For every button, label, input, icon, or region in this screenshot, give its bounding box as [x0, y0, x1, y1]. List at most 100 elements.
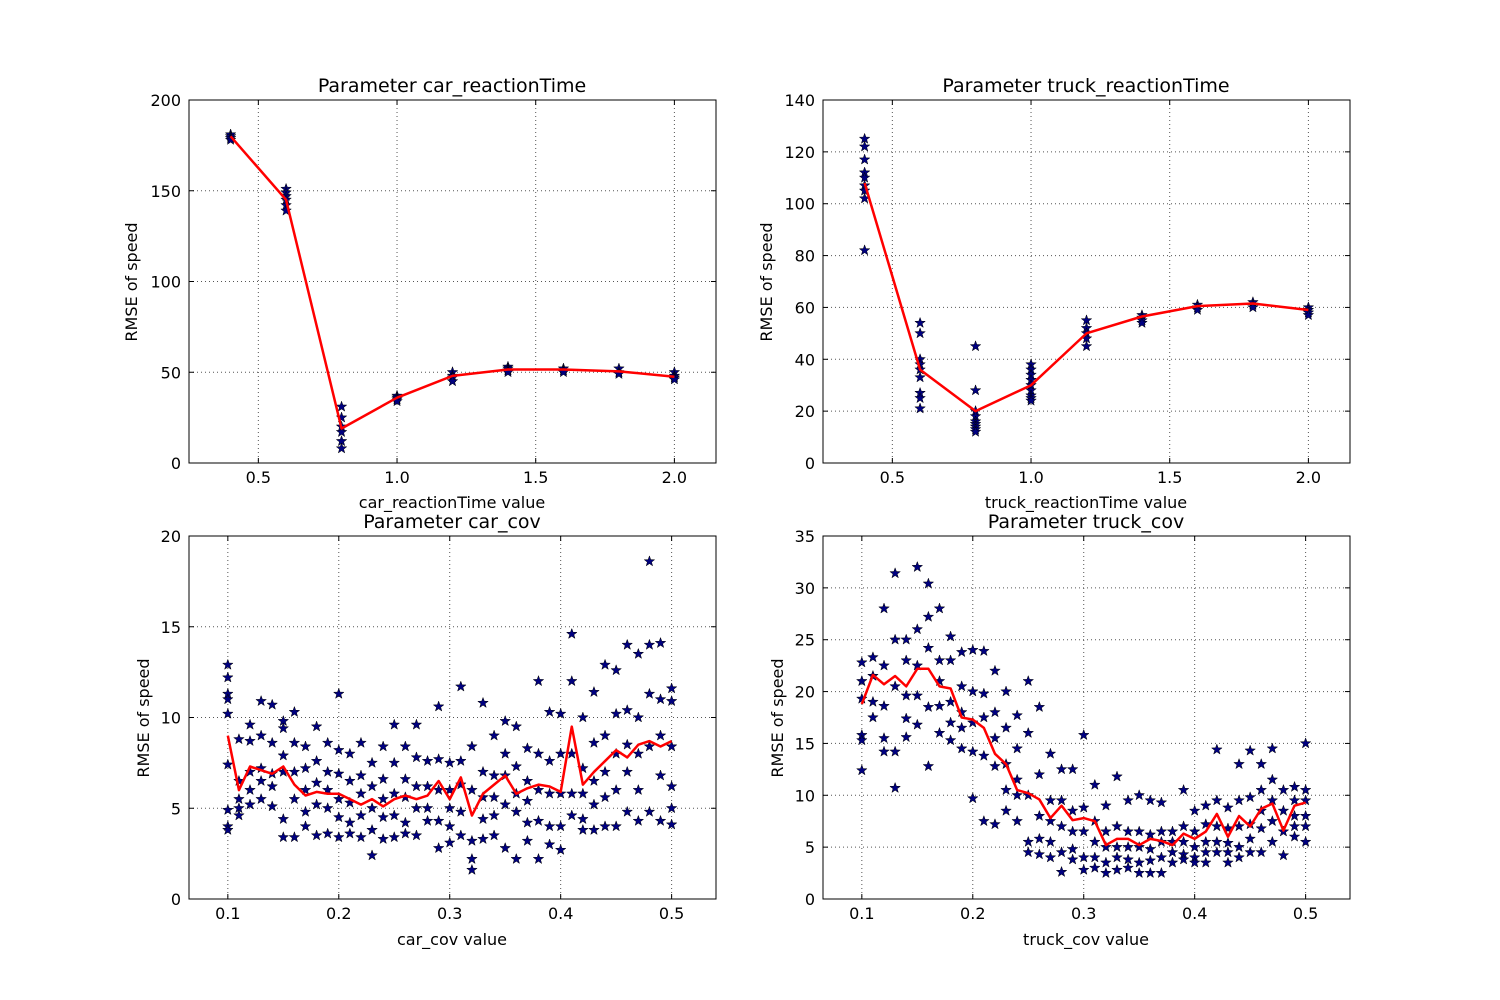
- data-point: [1144, 843, 1156, 855]
- data-point: [1111, 820, 1123, 832]
- data-point: [310, 720, 323, 732]
- y-tick-label: 20: [795, 402, 815, 421]
- data-point: [1133, 789, 1145, 801]
- data-point: [969, 340, 982, 352]
- data-point: [1022, 846, 1034, 858]
- data-point: [1266, 815, 1279, 827]
- data-point: [355, 831, 367, 843]
- data-point: [1055, 763, 1068, 775]
- data-point: [432, 842, 445, 854]
- data-point: [1155, 867, 1168, 878]
- data-point: [878, 700, 890, 711]
- data-point: [1211, 794, 1223, 806]
- data-point: [1177, 853, 1190, 865]
- data-point: [621, 738, 633, 750]
- data-point: [1233, 794, 1245, 806]
- series-line: [226, 725, 673, 817]
- series-line: [863, 182, 1309, 413]
- data-point: [444, 756, 456, 768]
- data-point: [244, 735, 256, 746]
- data-point: [532, 675, 545, 687]
- data-point: [621, 704, 633, 716]
- data-point: [1055, 846, 1068, 858]
- data-point: [922, 701, 935, 713]
- data-point: [922, 760, 935, 772]
- x-tick-label: 0.1: [215, 904, 240, 923]
- data-point: [566, 628, 578, 639]
- y-axis-label: RMSE of speed: [757, 222, 776, 341]
- data-point: [399, 816, 412, 828]
- data-point: [967, 792, 979, 804]
- data-point: [1200, 799, 1212, 811]
- data-point: [599, 820, 611, 832]
- x-tick-label: 2.0: [662, 468, 687, 487]
- data-point: [1288, 820, 1301, 832]
- data-point: [321, 765, 334, 777]
- y-tick-label: 140: [784, 91, 815, 110]
- y-tick-label: 15: [795, 734, 815, 753]
- y-tick-label: 30: [795, 579, 815, 598]
- data-point: [1133, 856, 1145, 868]
- data-point: [510, 720, 522, 732]
- data-point: [922, 610, 935, 622]
- data-point: [1222, 846, 1234, 858]
- data-point: [299, 740, 312, 752]
- data-point: [477, 696, 489, 708]
- y-tick-label: 10: [161, 709, 181, 728]
- x-axis-label: car_reactionTime value: [359, 493, 545, 513]
- data-point: [1211, 743, 1223, 755]
- data-point: [410, 751, 423, 763]
- data-point: [900, 689, 912, 701]
- data-point: [1033, 810, 1046, 821]
- data-point: [911, 718, 924, 730]
- data-point: [222, 658, 234, 670]
- data-point: [466, 740, 478, 752]
- data-point: [1188, 841, 1201, 853]
- data-point: [244, 798, 256, 810]
- data-point: [255, 729, 267, 741]
- data-point: [889, 745, 901, 757]
- subplot-truck-cov: Parameter truck_cov truck_cov value RMSE…: [768, 511, 1184, 950]
- axes-frame: [822, 99, 1351, 464]
- data-point: [1122, 825, 1134, 837]
- data-point: [1188, 804, 1201, 816]
- data-point: [521, 775, 534, 786]
- data-point: [1044, 747, 1057, 759]
- data-point: [1033, 832, 1046, 844]
- data-point: [543, 787, 556, 799]
- data-point: [499, 842, 511, 854]
- data-point: [911, 623, 924, 635]
- data-point: [1100, 799, 1112, 811]
- data-point: [488, 769, 500, 781]
- data-point: [1255, 822, 1267, 834]
- data-point: [643, 638, 656, 650]
- subplot-truck-reactiontime: Parameter truck_reactionTime truck_react…: [757, 75, 1230, 513]
- x-tick-label: 0.4: [1182, 904, 1207, 923]
- y-tick-label: 50: [161, 363, 181, 382]
- data-point: [388, 787, 400, 799]
- data-point: [1188, 825, 1201, 837]
- data-point: [1144, 794, 1156, 806]
- data-point: [277, 831, 290, 843]
- data-point: [344, 747, 356, 759]
- data-point: [1000, 784, 1012, 795]
- data-point: [1288, 830, 1301, 842]
- subplot-car-cov: Parameter car_cov car_cov value RMSE of …: [134, 511, 541, 950]
- data-point: [1000, 685, 1012, 697]
- data-point: [911, 689, 924, 701]
- data-point: [867, 695, 879, 707]
- data-point: [421, 802, 434, 814]
- data-point: [1299, 784, 1312, 795]
- data-point: [914, 327, 926, 339]
- plot-area-0: 0.5 1.0 1.5 2.0 0 50 100 150 200: [150, 91, 717, 487]
- data-point: [466, 784, 478, 795]
- data-point: [1044, 851, 1057, 863]
- plot-area-1: 0.5 1.0 1.5 2.0 0 20 40 60 80 100 120 140: [784, 91, 1351, 487]
- data-point: [1080, 340, 1093, 352]
- data-point: [889, 567, 901, 579]
- data-point: [632, 784, 645, 795]
- axes-frame: [188, 99, 717, 464]
- data-point: [632, 711, 645, 723]
- y-axis-label: RMSE of speed: [768, 658, 787, 777]
- data-point: [521, 834, 534, 846]
